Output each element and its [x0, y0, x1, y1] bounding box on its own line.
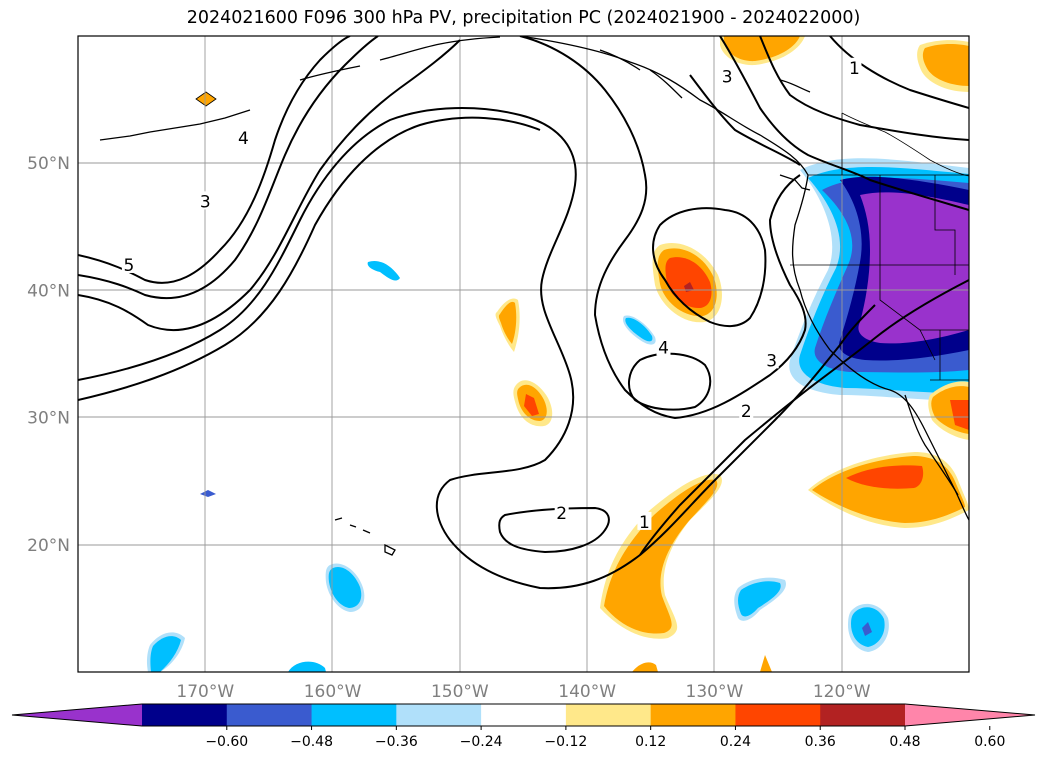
- colorbar-segment: [565, 704, 652, 726]
- pv-contour-label-bg: [847, 57, 862, 76]
- pv-contour-label: 2: [741, 402, 752, 422]
- map-frame: [77, 35, 970, 673]
- lat-tick-label: 50°N: [27, 154, 70, 174]
- colorbar-tick-label: −0.48: [290, 734, 333, 750]
- colorbar-tick-label: −0.36: [375, 734, 418, 750]
- colorbar-segment: [650, 704, 736, 726]
- pv-contour-label: 1: [639, 513, 650, 533]
- map-title: 2024021600 F096 300 hPa PV, precipitatio…: [186, 8, 861, 28]
- pv-contours: [78, 36, 969, 590]
- colorbar-segment: [311, 704, 397, 726]
- pv-contour-label-bg: [739, 401, 754, 420]
- colorbar-segment: [481, 704, 567, 726]
- precip-region-blue-north: [367, 260, 400, 281]
- pv-contour-label-bg: [637, 511, 652, 530]
- pv-contour-label-bg: [554, 503, 569, 521]
- colorbar-segment: [142, 704, 228, 726]
- pv-contour-label: 4: [658, 339, 669, 359]
- colorbar: −0.60 −0.48 −0.36 −0.24 −0.12 0.12 0.24 0.36 0.4…: [11, 703, 1036, 750]
- pv-contour-label: 4: [238, 129, 249, 149]
- lon-tick-label: 170°W: [176, 682, 234, 702]
- colorbar-segment: [396, 704, 482, 726]
- borders: [790, 112, 969, 381]
- pv-contour-label-bg: [236, 127, 251, 146]
- colorbar-tick-label: −0.12: [544, 734, 587, 750]
- map-area: 5 4 3 4 2 1 2 3 1 3: [78, 36, 969, 672]
- longitude-tick-labels: 170°W 160°W 150°W 140°W 130°W 120°W: [176, 682, 870, 702]
- colorbar-tick-label: 0.48: [889, 734, 920, 750]
- pv-contour-label: 1: [849, 59, 860, 79]
- colorbar-tick-label: 0.60: [974, 734, 1005, 750]
- pv-contour-label: 3: [722, 68, 733, 88]
- colorbar-segment: [820, 704, 906, 726]
- colorbar-tick-label: 0.12: [635, 734, 666, 750]
- pv-contour-labels: 5 4 3 4 2 1 2 3 1 3: [121, 57, 862, 533]
- colorbar-segment: [735, 704, 821, 726]
- colorbar-extend-high: [905, 704, 1035, 726]
- latitude-tick-labels: 20°N 30°N 40°N 50°N: [27, 154, 70, 556]
- colorbar-outline: [11, 703, 1036, 727]
- coastlines: [99, 36, 969, 556]
- lat-tick-label: 40°N: [27, 281, 70, 301]
- colorbar-segment: [226, 704, 313, 726]
- lon-tick-label: 130°W: [686, 682, 744, 702]
- pv-contour-label-bg: [764, 350, 779, 369]
- lat-tick-label: 20°N: [27, 536, 70, 556]
- precip-region-blue-bottom: [288, 661, 326, 672]
- pv-contour-label-bg: [198, 191, 213, 210]
- pv-contour-label: 2: [556, 504, 567, 524]
- lon-tick-label: 140°W: [558, 682, 616, 702]
- colorbar-tick-label: 0.36: [805, 734, 836, 750]
- pv-contour-label: 5: [124, 256, 135, 276]
- pv-contour-label: 3: [200, 192, 211, 212]
- pv-contour-label-bg: [720, 66, 735, 85]
- lat-tick-label: 30°N: [27, 409, 70, 429]
- lon-tick-label: 120°W: [813, 682, 871, 702]
- pv-contour-label-bg: [656, 337, 671, 356]
- colorbar-extend-low: [12, 704, 142, 726]
- colorbar-tick-label: −0.60: [205, 734, 248, 750]
- pv-contour-label-bg: [121, 254, 136, 273]
- lon-tick-label: 150°W: [431, 682, 489, 702]
- colorbar-tick-label: −0.24: [460, 734, 503, 750]
- pv-contour-label: 3: [766, 351, 777, 371]
- colorbar-tick-label: 0.24: [720, 734, 751, 750]
- map-gridlines: [78, 36, 969, 672]
- precip-field: [146, 36, 969, 672]
- lon-tick-label: 160°W: [304, 682, 362, 702]
